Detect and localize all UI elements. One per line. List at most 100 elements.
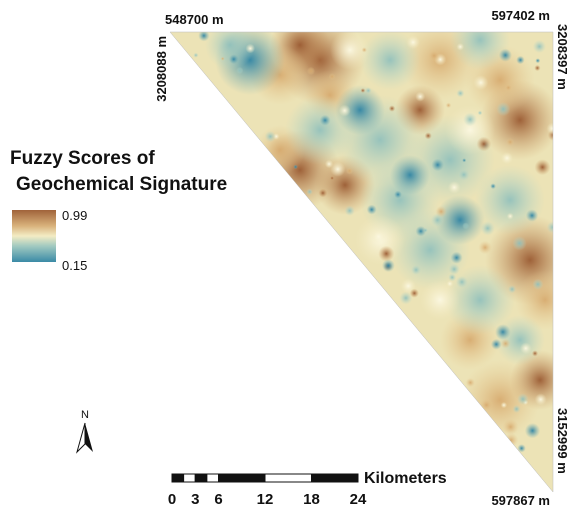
raster-spot — [245, 140, 255, 150]
raster-spot — [452, 456, 464, 468]
raster-spot — [198, 32, 210, 42]
raster-spot — [435, 205, 447, 218]
raster-spot — [534, 159, 551, 176]
raster-spot — [531, 350, 539, 357]
raster-spot — [330, 176, 335, 181]
north-label: N — [81, 409, 89, 421]
raster-spot — [201, 217, 208, 224]
raster-spot — [289, 302, 301, 314]
raster-spot — [495, 324, 511, 340]
raster-spot — [516, 55, 525, 65]
raster-spot — [422, 450, 433, 461]
scale-tick-label: 6 — [214, 491, 222, 508]
raster-spot — [462, 222, 470, 230]
raster-spot — [404, 362, 420, 378]
raster-spot — [504, 83, 513, 92]
raster-spot — [498, 48, 512, 62]
raster-spot — [188, 378, 202, 392]
raster-spot — [171, 450, 179, 458]
raster-spot — [321, 441, 335, 456]
raster-spot — [435, 440, 442, 447]
legend-max: 0.99 — [62, 208, 87, 223]
raster-patch — [450, 32, 510, 70]
raster-spot — [444, 441, 459, 456]
legend-title: Fuzzy Scores of — [10, 148, 155, 169]
raster-spot — [171, 90, 180, 100]
raster-spot — [181, 107, 195, 121]
raster-spot — [216, 122, 226, 132]
scale-tick-label: 0 — [168, 491, 176, 508]
raster-spot — [406, 35, 420, 50]
raster-spot — [205, 319, 215, 328]
raster-spot — [517, 444, 526, 453]
raster-spot — [449, 432, 455, 437]
raster-spot — [532, 39, 547, 54]
raster-spot — [294, 316, 309, 331]
raster-spot — [479, 475, 485, 482]
raster-spot — [378, 245, 395, 262]
raster-spot — [388, 105, 396, 112]
raster-spot — [474, 431, 480, 437]
raster-spot — [438, 382, 447, 390]
raster-spot — [458, 169, 470, 181]
scale-segment — [194, 473, 208, 483]
raster-spot — [334, 319, 345, 329]
raster-spot — [424, 132, 432, 140]
north-arrow — [76, 422, 93, 454]
raster-spot — [381, 259, 395, 273]
raster-spot — [188, 137, 195, 144]
raster-spot — [242, 168, 259, 185]
raster-spot — [345, 302, 352, 308]
scale-tick-label: 12 — [257, 491, 274, 508]
raster-spot — [490, 338, 502, 350]
raster-spot — [465, 378, 475, 388]
raster-spot — [462, 158, 467, 163]
raster-spot — [218, 255, 222, 260]
raster-spot — [476, 136, 492, 152]
raster-spot — [356, 423, 369, 436]
raster-spot — [302, 215, 313, 226]
raster-spot — [415, 225, 427, 237]
raster-spot — [534, 393, 547, 406]
raster-spot — [524, 423, 541, 439]
map-frame — [169, 31, 554, 493]
raster-spot — [262, 418, 277, 433]
raster-spot — [480, 221, 495, 236]
raster-patch — [205, 32, 255, 70]
raster-spot — [236, 66, 244, 75]
raster-patch — [435, 195, 485, 245]
raster-spot — [318, 188, 328, 198]
raster-spot — [444, 430, 460, 445]
raster-spot — [479, 398, 494, 412]
raster-spot — [411, 264, 422, 275]
coord-label: 3208088 m — [154, 36, 169, 102]
raster-spot — [330, 161, 346, 177]
scale-segment — [264, 473, 312, 483]
scale-segment — [206, 473, 219, 483]
raster-spot — [306, 188, 313, 195]
raster-patch — [420, 280, 460, 320]
raster-spot — [456, 89, 465, 98]
scale-unit: Kilometers — [364, 470, 447, 487]
scale-segment — [218, 473, 266, 483]
raster-spot — [324, 159, 334, 169]
raster-spot — [512, 236, 527, 251]
raster-spot — [436, 363, 452, 379]
raster-spot — [333, 248, 350, 265]
raster-spot — [517, 393, 529, 405]
raster-spot — [490, 183, 496, 190]
raster-spot — [360, 88, 366, 93]
raster-spot — [346, 396, 360, 410]
raster-spot — [346, 167, 353, 175]
raster-spot — [342, 405, 359, 422]
raster-spot — [371, 229, 386, 244]
raster-spot — [323, 222, 329, 227]
raster-spot — [503, 432, 519, 448]
raster-spot — [401, 462, 409, 469]
raster-spot — [535, 58, 541, 64]
raster-spot — [384, 357, 397, 370]
raster-spot — [414, 452, 420, 457]
raster-spot — [172, 402, 188, 418]
raster-spot — [186, 286, 200, 300]
raster-spot — [448, 263, 460, 275]
